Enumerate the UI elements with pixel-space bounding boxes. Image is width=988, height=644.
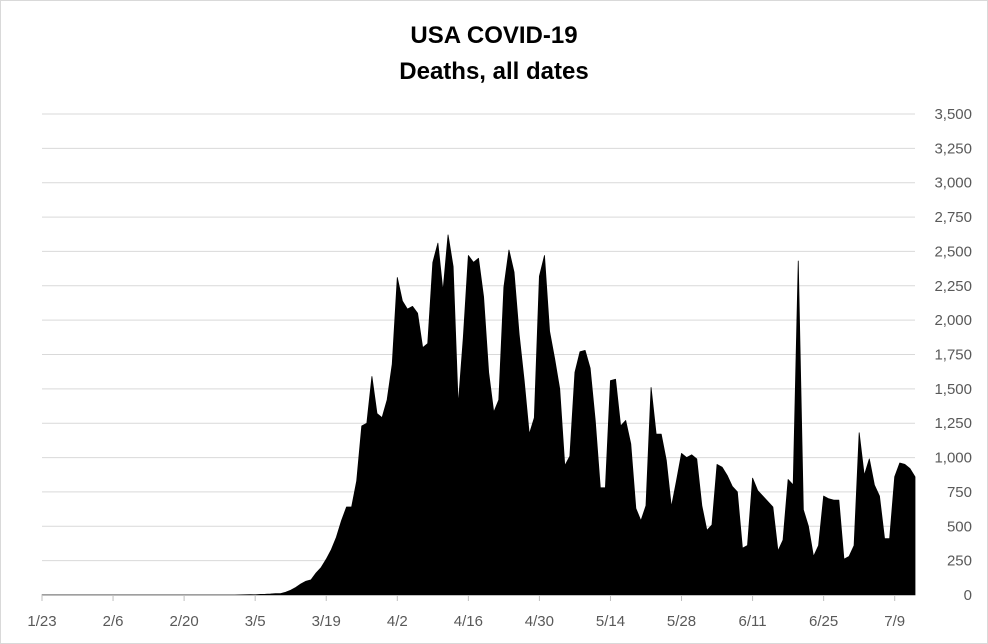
x-tick-label: 6/11 [739,613,767,630]
x-tick-label: 7/9 [884,613,905,630]
y-axis-ticks: 0 250 500 750 1,000 1,250 1,500 1,750 2,000 2,250… [934,106,972,604]
chart-title: USA COVID-19 [410,22,578,49]
x-tick-label: 2/20 [170,613,199,630]
x-tick-label: 4/16 [454,613,483,630]
deaths-area [41,234,916,596]
chart-subtitle: Deaths, all dates [399,58,589,85]
y-tick-label: 3,500 [934,106,972,123]
x-tick-label: 5/14 [596,613,625,630]
x-axis-ticks: 1/23 2/6 2/20 3/5 3/19 4/2 4/16 4/30 5/14 5/28 6/1… [27,613,905,630]
x-tick-label: 4/30 [525,613,554,630]
y-tick-label: 2,250 [934,278,972,295]
y-tick-label: 2,750 [934,209,972,226]
y-tick-label: 3,250 [934,140,972,157]
x-tick-label: 6/25 [809,613,838,630]
y-tick-label: 1,000 [934,450,972,467]
x-tick-label: 1/23 [27,613,56,630]
x-axis [41,595,915,601]
x-tick-label: 4/2 [387,613,408,630]
x-tick-label: 3/19 [312,613,341,630]
y-tick-label: 3,000 [934,175,972,192]
area-layer [41,234,916,596]
y-tick-label: 1,500 [934,381,972,398]
y-tick-label: 500 [947,518,972,535]
x-tick-label: 3/5 [245,613,266,630]
y-tick-label: 250 [947,553,972,570]
x-tick-label: 2/6 [103,613,124,630]
y-tick-label: 2,500 [934,243,972,260]
x-tick-label: 5/28 [667,613,696,630]
y-tick-label: 1,750 [934,347,972,364]
y-tick-label: 1,250 [934,415,972,432]
y-tick-label: 750 [947,484,972,501]
y-tick-label: 0 [964,587,972,604]
y-tick-label: 2,000 [934,312,972,329]
